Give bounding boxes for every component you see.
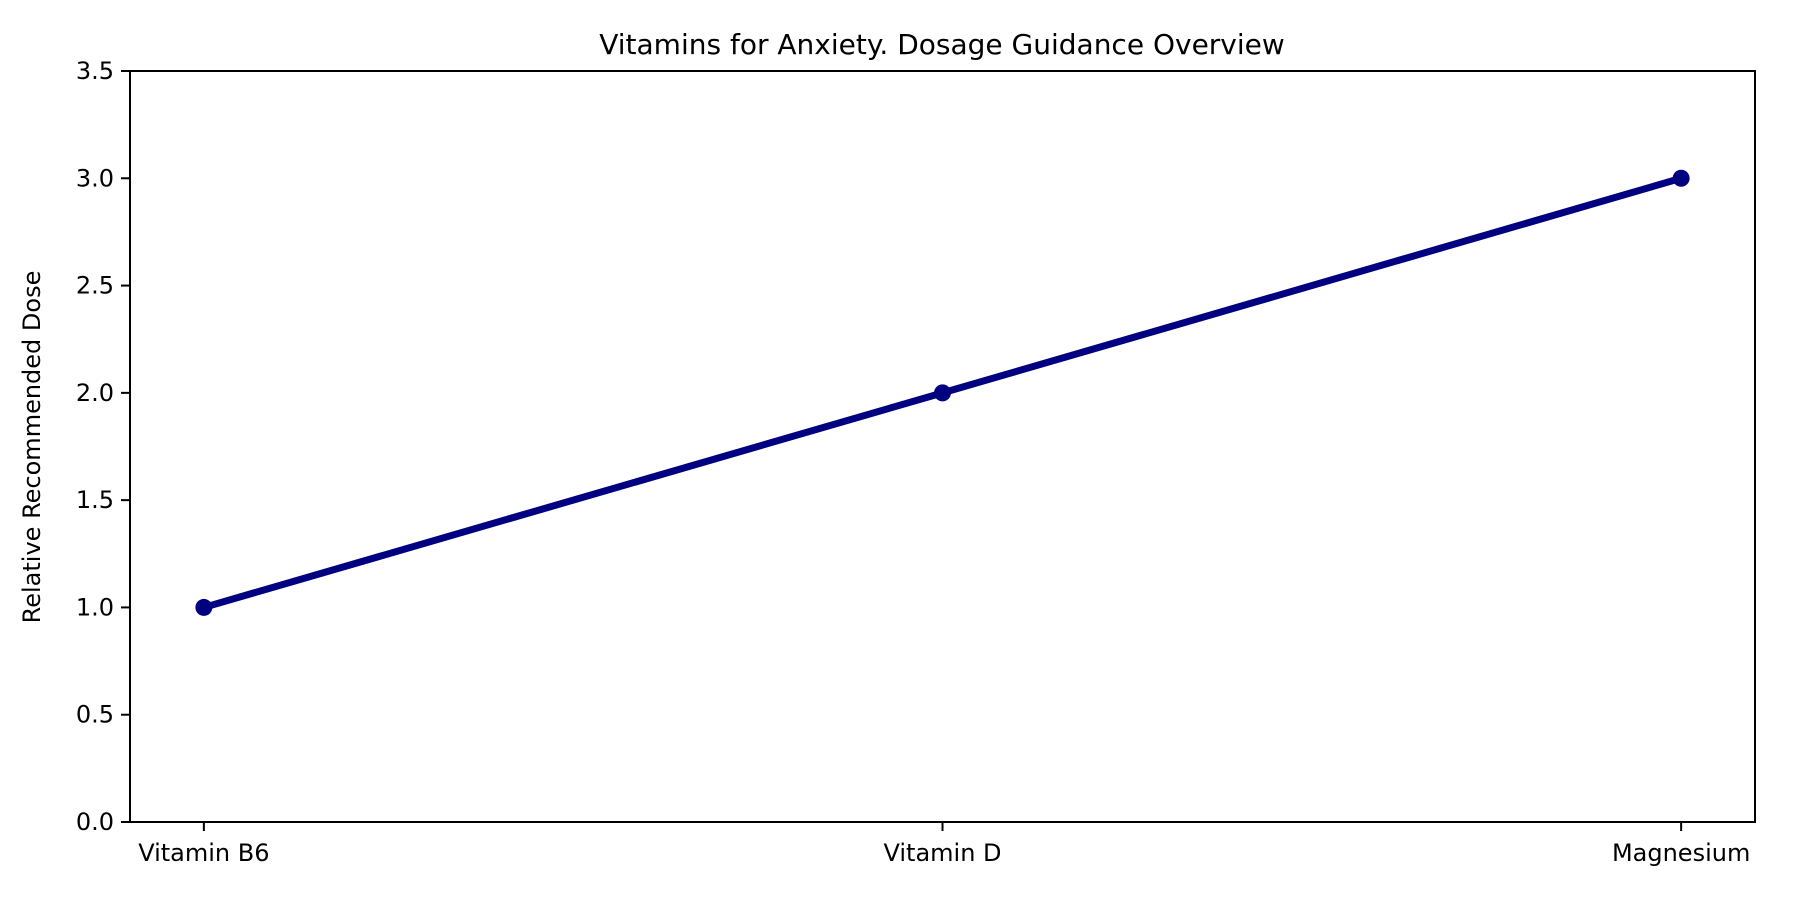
y-tick-label: 3.0 — [76, 164, 114, 192]
x-tick-label: Magnesium — [1612, 839, 1750, 867]
chart-title: Vitamins for Anxiety. Dosage Guidance Ov… — [599, 28, 1285, 61]
y-tick-label: 2.0 — [76, 379, 114, 407]
x-tick-label: Vitamin B6 — [138, 839, 269, 867]
plot-area: 0.0 0.5 1.0 1.5 2.0 2.5 3.0 3.5 Vitamin B6 Vitami… — [76, 57, 1756, 867]
y-tick-label: 1.0 — [76, 593, 114, 621]
axes-spines — [129, 70, 1756, 823]
y-tick-label: 0.0 — [76, 808, 114, 836]
data-point — [1672, 169, 1690, 187]
x-tick-label: Vitamin D — [883, 839, 1001, 867]
y-tick-label: 0.5 — [76, 701, 114, 729]
data-point — [195, 598, 213, 616]
y-tick-label: 3.5 — [76, 57, 114, 85]
y-tick-label: 1.5 — [76, 486, 114, 514]
data-point — [934, 384, 951, 402]
y-tick-label: 2.5 — [76, 272, 114, 300]
y-axis-label: Relative Recommended Dose — [18, 271, 46, 624]
